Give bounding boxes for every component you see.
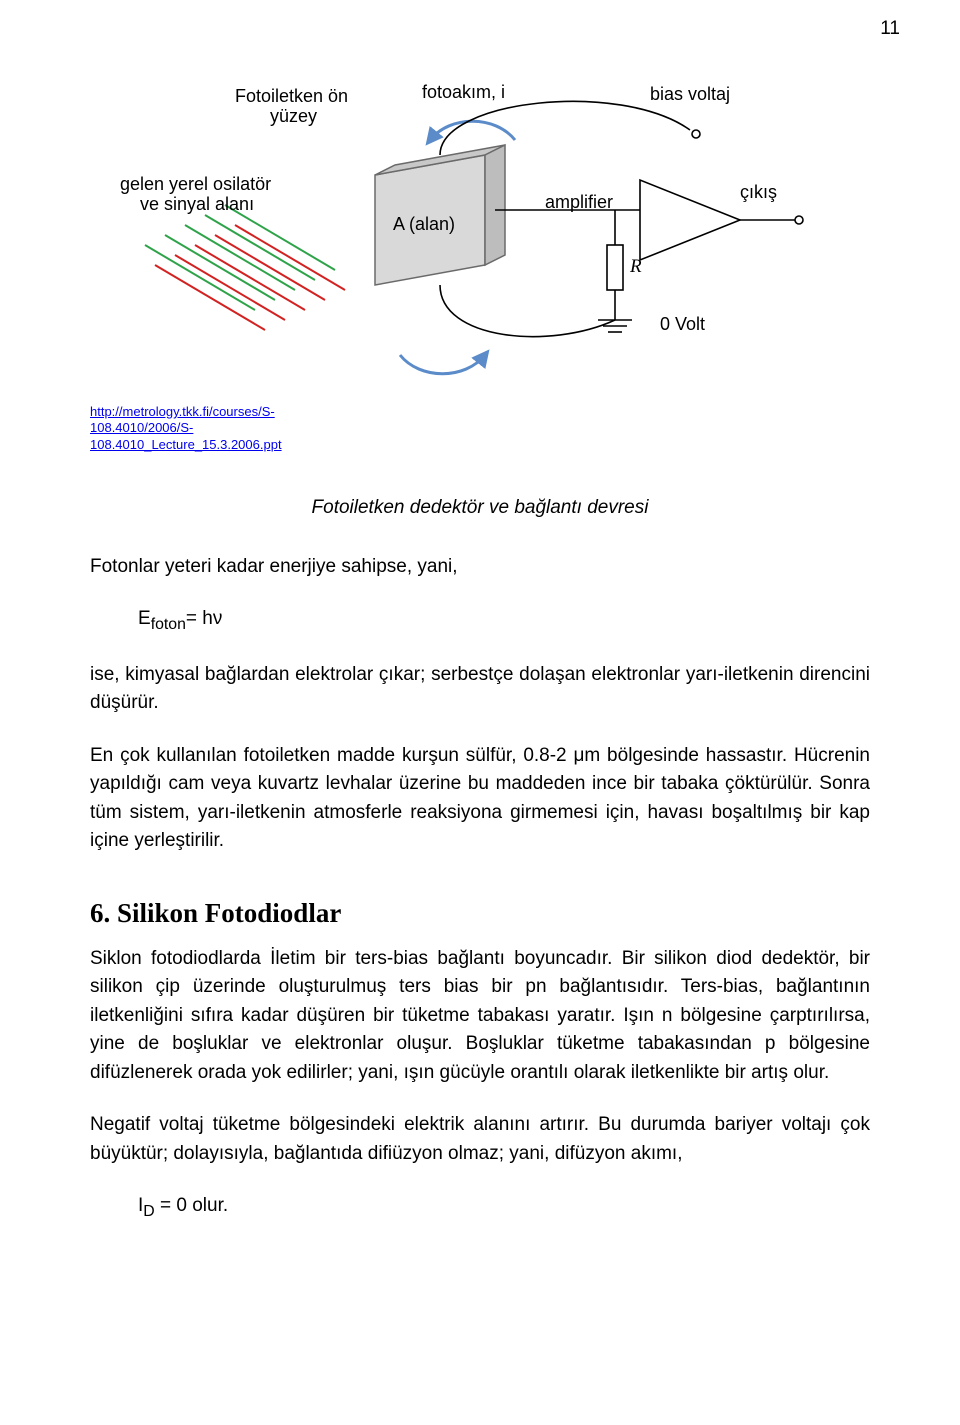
label-incoming-l1: gelen yerel osilatör <box>120 174 271 194</box>
bottom-current-arrow <box>400 355 485 374</box>
label-front-surface-l1: Fotoiletken ön <box>235 86 348 106</box>
photodetector-diagram: A (alan) <box>100 60 860 400</box>
equation-photon-energy: Efoton= hν <box>138 605 870 637</box>
page-number: 11 <box>880 18 900 40</box>
label-area: A (alan) <box>393 214 455 234</box>
figure-photodetector: A (alan) <box>90 60 870 400</box>
label-bias: bias voltaj <box>650 84 730 104</box>
para-silicon-2: Negatif voltaj tüketme bölgesindeki elek… <box>90 1111 870 1168</box>
para-after-eq: ise, kimyasal bağlardan elektrolar çıkar… <box>90 661 870 718</box>
section-title-silicon: 6. Silikon Fotodiodlar <box>90 898 870 929</box>
label-amplifier: amplifier <box>545 192 613 212</box>
figure-source: http://metrology.tkk.fi/courses/S-108.40… <box>90 404 290 453</box>
para-pbS: En çok kullanılan fotoiletken madde kurş… <box>90 742 870 856</box>
photocurrent-arrow <box>430 121 515 140</box>
equation-id-zero: ID = 0 olur. <box>138 1192 870 1224</box>
label-photocurrent: fotoakım, i <box>422 82 505 102</box>
label-resistor: R <box>629 256 642 277</box>
label-output: çıkış <box>740 182 777 202</box>
source-link[interactable]: http://metrology.tkk.fi/courses/S-108.40… <box>90 404 282 452</box>
photoconductor-panel: A (alan) <box>375 145 505 285</box>
para-silicon-1: Siklon fotodiodlarda İletim bir ters-bia… <box>90 945 870 1088</box>
para-intro: Fotonlar yeteri kadar enerjiye sahipse, … <box>90 553 870 582</box>
figure-caption: Fotoiletken dedektör ve bağlantı devresi <box>90 497 870 519</box>
label-zero-volt: 0 Volt <box>660 314 705 334</box>
label-incoming-l2: ve sinyal alanı <box>140 194 254 214</box>
label-front-surface-l2: yüzey <box>270 106 317 126</box>
